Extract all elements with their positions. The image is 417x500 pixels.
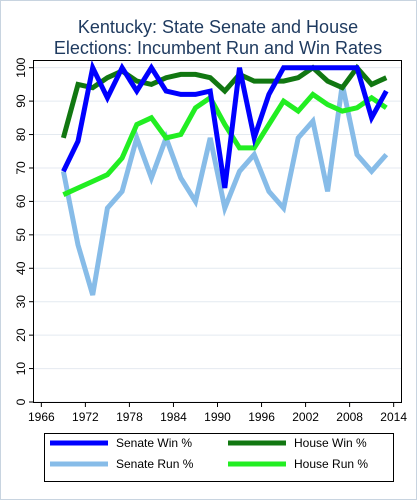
x-tick-label: 2008: [336, 410, 363, 424]
legend-label-house-win-pct: House Win %: [294, 436, 367, 450]
axis-layer: 0 10 20 30 40 50 60 70 80 90 100 1966 1972 1978 1984 19…: [14, 57, 407, 424]
series-layer: [60, 59, 389, 296]
legend: Senate Win % House Win % Senate Run % House…: [50, 436, 368, 471]
series-line-senate-win-pct: [61, 59, 389, 189]
y-tick-label: 50: [14, 228, 28, 242]
x-tick-label: 1972: [72, 410, 99, 424]
y-tick-label: 100: [14, 57, 28, 77]
series-line-senate-run-pct: [60, 83, 389, 296]
legend-label-senate-win-pct: Senate Win %: [116, 436, 192, 450]
x-tick-label: 1996: [248, 410, 275, 424]
y-tick-label: 80: [14, 128, 28, 142]
y-tick-label: 70: [14, 161, 28, 175]
x-tick-label: 1990: [204, 410, 231, 424]
y-tick-label: 30: [14, 295, 28, 309]
y-tick-label: 90: [14, 94, 28, 108]
y-tick-label: 60: [14, 194, 28, 208]
y-tick-label: 40: [14, 261, 28, 275]
chart-title-line-1: Kentucky: State Senate and House: [78, 17, 358, 37]
series-line-house-run-pct: [62, 91, 388, 197]
x-tick-label: 1984: [160, 410, 187, 424]
x-tick-label: 1978: [116, 410, 143, 424]
legend-label-senate-run-pct: Senate Run %: [116, 457, 194, 471]
chart-title-line-2: Elections: Incumbent Run and Win Rates: [54, 38, 382, 58]
x-tick-label: 1966: [28, 410, 55, 424]
y-tick-label: 0: [14, 398, 28, 405]
legend-label-house-run-pct: House Run %: [294, 457, 368, 471]
x-tick-label: 2014: [380, 410, 407, 424]
y-tick-label: 20: [14, 328, 28, 342]
y-tick-label: 10: [14, 362, 28, 376]
x-tick-label: 2002: [292, 410, 319, 424]
